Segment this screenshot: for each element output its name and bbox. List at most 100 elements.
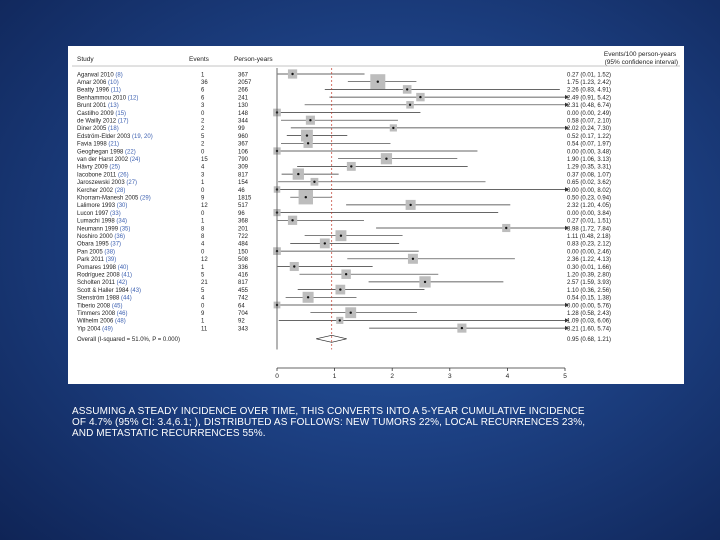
x-tick-label: 1 [333,373,337,380]
study-estimate-label: 0.27 (0.01, 1.52) [567,72,611,78]
study-estimate-label: 0.27 (0.01, 1.51) [567,219,611,225]
study-name: Lalimore 1993 (30) [77,203,127,209]
study-events: 2 [201,142,205,148]
x-tick-label: 0 [275,373,279,380]
point-estimate [306,296,310,299]
study-name: Iacobone 2011 (26) [77,172,129,178]
study-estimate-label: 1.11 (0.48, 2.18) [567,234,611,240]
ci-arrow [565,125,569,131]
ci-arrow [565,302,569,308]
study-estimate-label: 3.21 (1.60, 5.74) [567,326,611,332]
study-events: 1 [201,319,205,325]
ci-arrow [565,102,569,107]
study-estimate-label: 0.83 (0.23, 2.12) [567,242,611,248]
study-row: Wilhelm 2006 (48) 1 92 1.09 (0.03, 6.06) [77,316,611,325]
point-estimate [405,88,409,91]
study-person-years: 817 [238,172,249,178]
study-estimate-label: 0.00 (0.00, 8.02) [567,188,611,194]
point-estimate [309,119,312,122]
study-person-years: 790 [238,157,249,163]
study-person-years: 106 [238,149,249,155]
point-estimate [304,196,307,199]
study-name: Khorram-Manesh 2005 (29) [77,196,151,202]
study-estimate-label: 2.57 (1.59, 3.93) [567,280,611,286]
study-estimate-label: 0.50 (0.23, 0.94) [567,196,611,202]
study-name: Timmers 2008 (46) [77,311,127,317]
study-name: Castilho 2009 (15) [77,111,126,117]
study-person-years: 46 [238,188,245,194]
study-events: 12 [201,203,208,209]
overall-estimate-label: 0.95 (0.68, 1.21) [567,337,611,343]
overall-row: Overall (I-squared = 51.0%, P = 0.000) 0.… [77,334,611,343]
study-events: 9 [201,311,205,317]
ci-arrow [565,318,569,323]
forest-plot: Study Events Person-years Events/100 per… [72,51,680,380]
study-name: Geoghegan 1998 (22) [77,149,136,155]
study-name: Benhammou 2010 (12) [77,95,138,101]
study-row: Khorram-Manesh 2005 (29) 9 1815 0.50 (0.23,… [77,190,611,205]
study-person-years: 1815 [238,196,252,202]
overall-diamond [316,334,347,343]
point-estimate [350,165,353,168]
study-events: 0 [201,111,205,117]
study-events: 12 [201,257,208,263]
study-person-years: 455 [238,288,249,294]
study-person-years: 130 [238,103,249,109]
header-person-years: Person-years [234,56,273,63]
study-person-years: 148 [238,111,249,117]
point-estimate [306,142,310,145]
study-name: Neumann 1999 (35) [77,226,130,232]
point-estimate [323,242,327,245]
study-row: Stenström 1988 (44) 4 742 0.54 (0.15, 1.38) [77,291,611,303]
study-person-years: 266 [238,88,249,94]
study-row: Obara 1995 (37) 4 484 0.83 (0.23, 2.12) [77,238,611,249]
point-estimate [349,311,352,314]
study-name: Scholten 2011 (42) [77,280,127,286]
study-person-years: 484 [238,242,249,248]
point-estimate [297,172,300,176]
x-tick-label: 2 [390,373,394,380]
study-estimate-label: 0.00 (0.00, 2.46) [567,249,611,255]
study-row: Scott & Haller 1984 (43) 5 455 1.10 (0.36, … [77,284,611,295]
study-row: de Wailly 2012 (17) 2 344 0.58 (0.07, 2.10) [77,115,611,125]
study-events: 2 [201,126,205,132]
study-name: Agarwal 2010 (8) [77,72,123,78]
study-events: 2 [201,119,205,125]
point-estimate [313,180,316,183]
study-estimate-label: 2.26 (0.83, 4.91) [567,88,611,94]
study-name: Kercher 2002 (28) [77,188,125,194]
study-person-years: 817 [238,280,249,286]
study-name: Brunt 2001 (13) [77,103,119,109]
study-name: Yip 2004 (49) [77,326,113,332]
study-events: 6 [201,88,205,94]
study-estimate-label: 1.28 (0.58, 2.43) [567,311,611,317]
study-estimate-label: 3.98 (1.72, 7.84) [567,226,611,232]
slide-caption: ASSUMING A STEADY INCIDENCE OVER TIME, T… [72,406,586,439]
study-person-years: 517 [238,203,249,209]
study-name: Amar 2006 (10) [77,80,119,86]
study-estimate-label: 0.00 (0.00, 3.48) [567,149,611,155]
overall-label: Overall (I-squared = 51.0%, P = 0.000) [77,337,180,343]
ci-arrow [565,325,569,331]
study-estimate-label: 1.29 (0.35, 3.31) [567,165,611,171]
point-estimate [291,72,294,76]
point-estimate [339,288,342,291]
study-person-years: 343 [238,326,249,332]
point-estimate [344,273,348,276]
study-events: 0 [201,303,205,309]
study-estimate-label: 1.20 (0.39, 2.80) [567,273,611,279]
study-row: Benhammou 2010 (12) 6 241 2.49 (0.91, 5.42) [77,92,611,101]
study-events: 3 [201,172,205,178]
ci-arrow [565,187,569,192]
study-row: Kercher 2002 (28) 0 46 0.00 (0.00, 8.02) [77,186,611,194]
study-row: Yip 2004 (49) 11 343 3.21 (1.60, 5.74) [77,323,611,333]
study-row: Timmers 2008 (46) 9 704 1.28 (0.58, 2.43) [77,307,611,319]
study-estimate-label: 0.00 (0.00, 5.76) [567,303,611,309]
study-person-years: 344 [238,119,249,125]
point-estimate [376,80,379,83]
study-row: Pan 2005 (38) 0 150 0.00 (0.00, 2.46) [77,247,611,255]
study-events: 5 [201,134,205,140]
study-person-years: 722 [238,234,249,240]
study-person-years: 416 [238,273,249,279]
